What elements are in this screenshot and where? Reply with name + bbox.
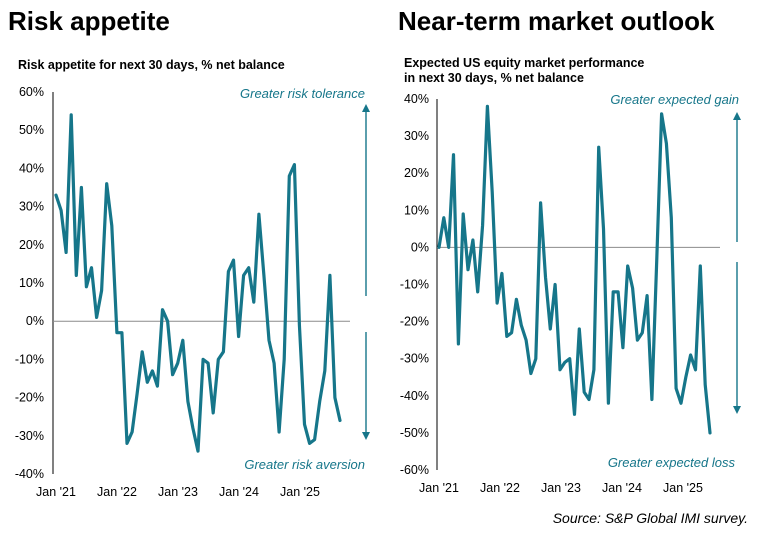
y-tick-label: 60% [19, 85, 44, 99]
y-tick-label: 10% [404, 203, 429, 217]
upper-annotation: Greater risk tolerance [240, 86, 365, 101]
y-tick-label: -10% [400, 278, 429, 292]
y-tick-label: -20% [400, 315, 429, 329]
x-tick-label: Jan '25 [663, 481, 703, 495]
left-chart-subtitle: Risk appetite for next 30 days, % net ba… [18, 58, 285, 72]
right-chart-subtitle: Expected US equity market performance in… [404, 56, 645, 85]
y-tick-label: 40% [19, 161, 44, 175]
y-tick-label: -40% [400, 389, 429, 403]
series-line [54, 113, 342, 453]
y-tick-label: 30% [404, 129, 429, 143]
down-arrowhead [362, 432, 370, 440]
x-tick-label: Jan '24 [219, 485, 259, 499]
left-chart-title: Risk appetite [8, 6, 170, 36]
y-tick-label: -40% [15, 467, 44, 481]
up-arrowhead [362, 104, 370, 112]
y-tick-label: 50% [19, 123, 44, 137]
source-note: Source: S&P Global IMI survey. [552, 510, 748, 526]
y-tick-label: 10% [19, 276, 44, 290]
x-tick-label: Jan '23 [541, 481, 581, 495]
upper-annotation: Greater expected gain [610, 92, 739, 107]
y-tick-label: -10% [15, 352, 44, 366]
x-tick-label: Jan '22 [97, 485, 137, 499]
y-tick-label: 0% [411, 240, 429, 254]
x-tick-label: Jan '23 [158, 485, 198, 499]
y-tick-label: -50% [400, 426, 429, 440]
right-chart-title: Near-term market outlook [398, 6, 715, 36]
x-tick-label: Jan '22 [480, 481, 520, 495]
series-line [437, 104, 712, 435]
lower-annotation: Greater risk aversion [244, 457, 365, 472]
y-tick-label: -30% [15, 429, 44, 443]
y-tick-label: -30% [400, 352, 429, 366]
x-tick-label: Jan '21 [36, 485, 76, 499]
up-arrowhead [733, 112, 741, 120]
down-arrowhead [733, 406, 741, 414]
y-tick-label: -20% [15, 391, 44, 405]
y-tick-label: 20% [19, 238, 44, 252]
y-tick-label: 0% [26, 314, 44, 328]
lower-annotation: Greater expected loss [608, 455, 736, 470]
x-tick-label: Jan '25 [280, 485, 320, 499]
y-tick-label: 30% [19, 200, 44, 214]
x-tick-label: Jan '21 [419, 481, 459, 495]
x-tick-label: Jan '24 [602, 481, 642, 495]
y-tick-label: 20% [404, 166, 429, 180]
y-tick-label: 40% [404, 92, 429, 106]
y-tick-label: -60% [400, 463, 429, 477]
